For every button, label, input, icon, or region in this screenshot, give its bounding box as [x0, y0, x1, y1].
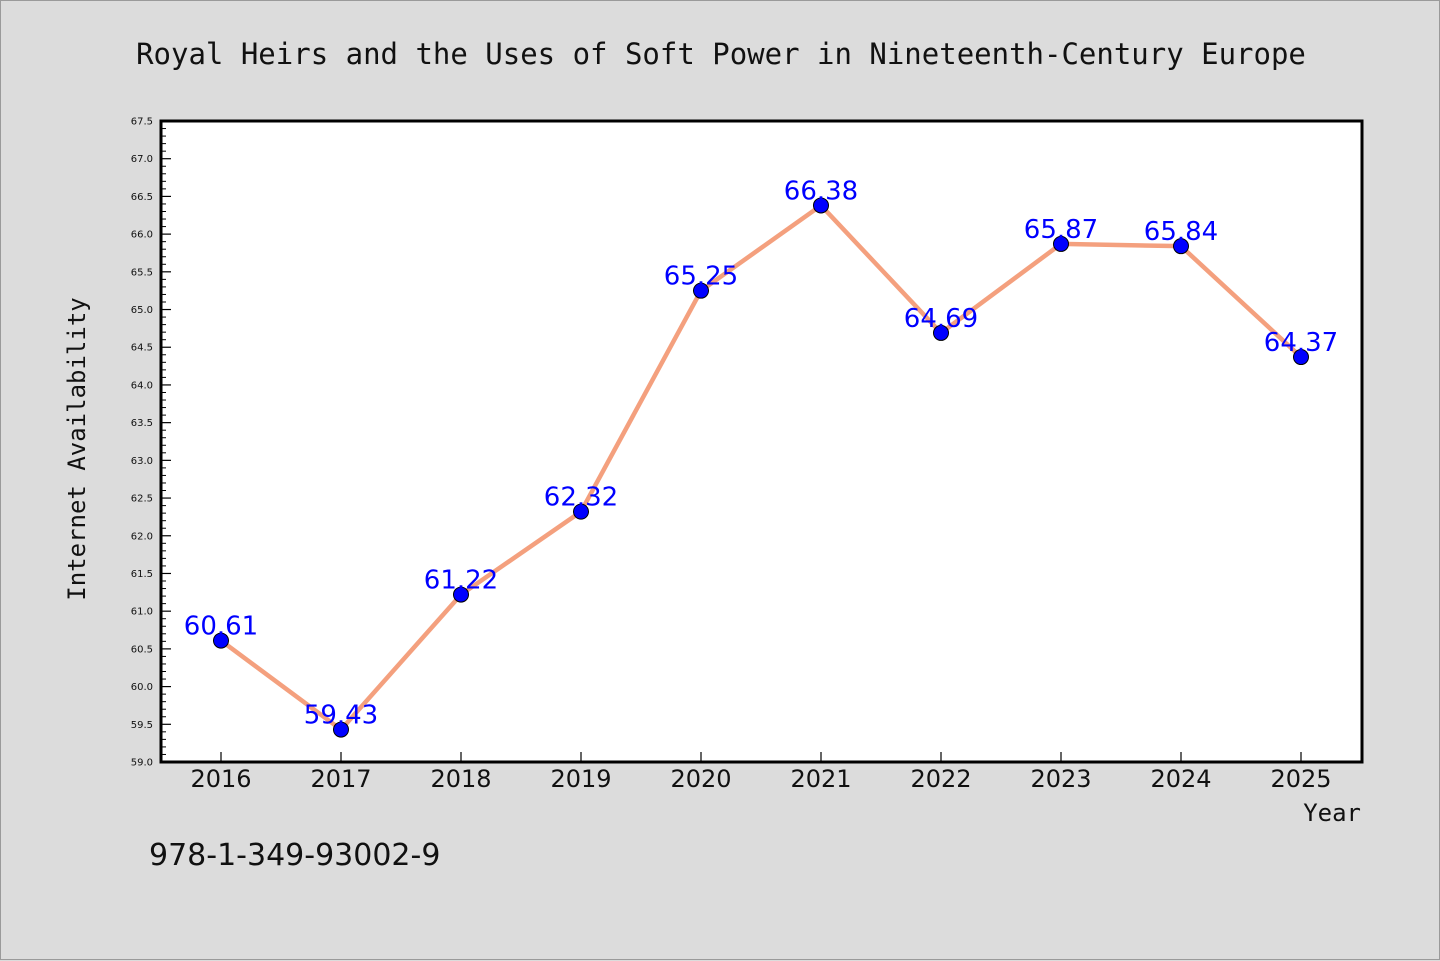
y-tick-label: 60.0: [131, 682, 153, 693]
y-tick-label: 63.5: [131, 418, 153, 429]
data-point: [453, 586, 469, 603]
data-point: [933, 324, 949, 341]
data-point: [573, 503, 589, 520]
series-line: [218, 203, 1304, 732]
y-tick-label: 62.5: [131, 494, 153, 505]
data-label: 65.87: [1024, 215, 1098, 245]
y-tick-label: 66.0: [131, 230, 153, 241]
y-tick-label: 59.0: [131, 758, 153, 769]
x-tick-label: 2025: [1270, 765, 1331, 793]
x-tick-label: 2021: [790, 765, 851, 793]
data-point: [813, 197, 829, 214]
plot-frame: [159, 119, 1364, 764]
x-tick-label: 2024: [1150, 765, 1211, 793]
chart-title: Royal Heirs and the Uses of Soft Power i…: [136, 37, 1306, 71]
y-tick-label: 61.0: [131, 607, 153, 618]
data-point: [333, 721, 349, 738]
y-tick-label: 67.5: [131, 117, 153, 128]
isbn-text: 978-1-349-93002-9: [149, 838, 440, 873]
data-label: 59.43: [304, 701, 378, 731]
data-point: [1053, 235, 1069, 252]
y-tick-label: 59.5: [131, 720, 153, 731]
data-label: 61.22: [424, 566, 498, 596]
y-axis-label: Internet Availability: [63, 297, 91, 600]
data-label: 62.32: [544, 483, 618, 513]
data-label: 60.61: [184, 612, 258, 642]
data-point: [213, 632, 229, 649]
plot-area: [161, 121, 1362, 762]
y-tick-label: 62.0: [131, 531, 153, 542]
x-tick-label: 2019: [550, 765, 611, 793]
x-tick-label: 2018: [430, 765, 491, 793]
data-label: 65.84: [1144, 217, 1218, 247]
series-layer: 60.61 59.43 61.22 62.32 65.25 66.38 64.69 65.87…: [184, 176, 1338, 738]
y-tick-label: 64.0: [131, 380, 153, 391]
data-label: 66.38: [784, 176, 858, 206]
data-label: 64.69: [904, 304, 978, 334]
data-point: [1293, 349, 1309, 366]
y-tick-label: 67.0: [131, 154, 153, 165]
y-tick-label: 64.5: [131, 343, 153, 354]
y-tick-label: 63.0: [131, 456, 153, 467]
x-axis-label: Year: [1303, 799, 1361, 827]
x-tick-label: 2020: [670, 765, 731, 793]
x-tick-label: 2023: [1030, 765, 1091, 793]
data-label: 65.25: [664, 262, 738, 292]
y-axis-ticks: 59.0 59.5 60.0 60.5 61.0 61.5 62.0 62.5 63.0 63.5…: [131, 117, 171, 769]
y-tick-label: 65.0: [131, 305, 153, 316]
data-point: [1173, 238, 1189, 255]
y-tick-label: 65.5: [131, 267, 153, 278]
y-tick-label: 61.5: [131, 569, 153, 580]
data-label: 64.37: [1264, 328, 1338, 358]
x-axis-ticks: 2016 2017 2018 2019 2020 2021 2022 2023 2024 2025: [190, 752, 1332, 793]
y-tick-label: 60.5: [131, 644, 153, 655]
y-tick-label: 66.5: [131, 192, 153, 203]
x-tick-label: 2017: [310, 765, 371, 793]
data-point: [693, 282, 709, 299]
x-tick-label: 2016: [190, 765, 251, 793]
x-tick-label: 2022: [910, 765, 971, 793]
